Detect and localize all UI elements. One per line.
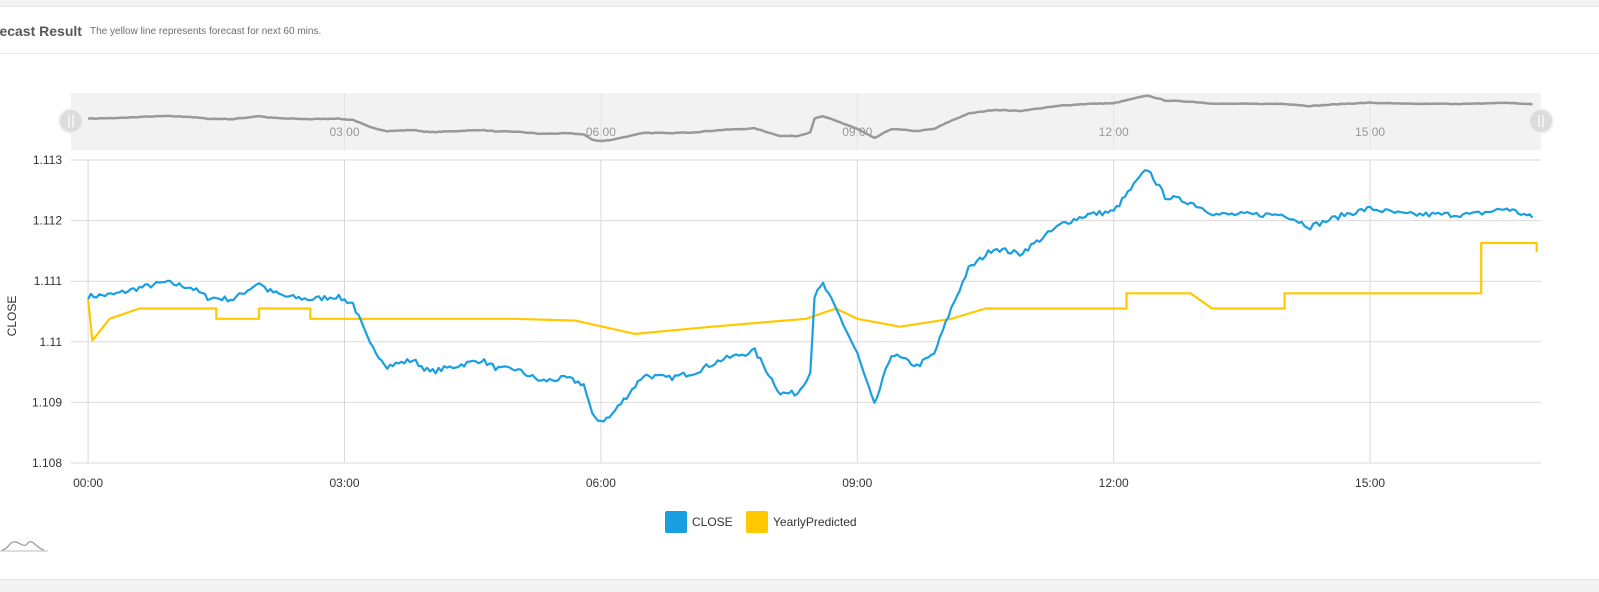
sparkline-icon <box>0 541 48 552</box>
legend-swatch-yearlypredicted <box>746 511 768 533</box>
legend-label-close: CLOSE <box>692 515 733 529</box>
y-tick-label: 1.11 <box>40 335 63 349</box>
series-line-close <box>87 169 1534 423</box>
x-tick-label: 09:00 <box>842 476 872 490</box>
y-tick-label: 1.109 <box>32 395 62 409</box>
x-tick-label: 12:00 <box>1099 476 1129 490</box>
legend-swatch-close <box>665 511 687 533</box>
grid <box>71 159 1541 464</box>
legend[interactable]: CLOSE YearlyPredicted <box>665 511 857 533</box>
x-tick-label: 00:00 <box>73 476 103 490</box>
y-tick-label: 1.112 <box>33 214 62 228</box>
navigator-background <box>71 93 1541 150</box>
panel-header: recast Result The yellow line represents… <box>0 7 1599 54</box>
legend-item-close[interactable]: CLOSE <box>665 511 733 533</box>
y-tick-label: 1.111 <box>34 274 63 288</box>
y-axis-label: CLOSE <box>5 296 19 337</box>
x-tick-label: 06:00 <box>586 476 616 490</box>
panel-title: recast Result <box>0 23 82 39</box>
navigator-left-handle[interactable] <box>58 108 84 134</box>
y-axis-ticks: 1.113 1.112 1.111 1.11 1.109 1.108 <box>32 153 62 470</box>
y-tick-label: 1.108 <box>32 456 62 470</box>
navigator-right-handle[interactable] <box>1528 108 1554 134</box>
x-tick-label: 15:00 <box>1355 476 1385 490</box>
legend-label-yearlypredicted: YearlyPredicted <box>773 515 857 529</box>
x-tick-label: 03:00 <box>329 476 359 490</box>
panel-subtitle: The yellow line represents forecast for … <box>90 26 322 37</box>
navigator-series <box>87 94 1533 143</box>
y-tick-label: 1.113 <box>33 153 62 167</box>
series-line-yearlypredicted <box>87 241 1538 342</box>
legend-item-yearlypredicted[interactable]: YearlyPredicted <box>746 511 857 533</box>
x-axis-ticks: 00:00 03:00 06:00 09:00 12:00 15:00 <box>73 476 1385 490</box>
navigator[interactable]: 03:00 06:00 09:00 12:00 15:00 <box>58 93 1554 150</box>
